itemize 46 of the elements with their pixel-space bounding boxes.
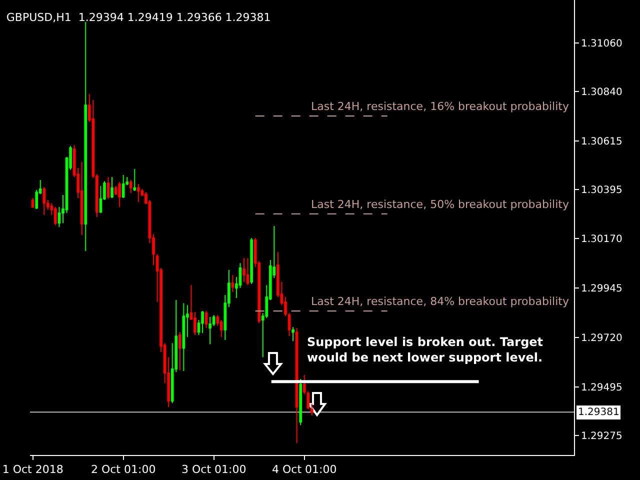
candlestick <box>84 21 88 252</box>
y-tick-label: 1.30395 <box>581 184 622 196</box>
x-tick-label: 2 Oct 01:00 <box>90 463 156 476</box>
series-label: Last 24H, resistance, 50% breakout probability <box>311 198 570 211</box>
candlestick <box>122 174 125 199</box>
candlestick <box>118 182 121 208</box>
candlestick <box>250 238 253 284</box>
candlestick <box>292 326 294 342</box>
y-tick-label: 1.29720 <box>581 333 622 344</box>
candlestick <box>129 180 132 194</box>
y-tick-label: 1.30615 <box>581 136 622 148</box>
x-tick-label: 3 Oct 01:00 <box>181 463 246 476</box>
candlestick <box>137 183 140 202</box>
y-tick-label: 1.29495 <box>581 382 622 394</box>
series-label: Last 24H, resistance, 84% breakout probability <box>311 295 570 308</box>
candlestick <box>242 258 246 283</box>
candlestick <box>110 176 114 199</box>
candlestick <box>99 185 102 214</box>
y-tick-label: 1.30170 <box>581 234 622 246</box>
candlestick <box>288 312 291 337</box>
y-tick-label: 1.29945 <box>581 284 622 295</box>
candlestick <box>106 176 110 200</box>
candlestick <box>295 327 298 444</box>
candlestick <box>178 332 182 371</box>
y-tick-label: 1.29275 <box>581 430 622 442</box>
candlestick <box>182 302 186 372</box>
series-label: Last 24H, resistance, 16% breakout probability <box>311 100 570 113</box>
candlestick <box>246 258 250 286</box>
y-tick-label: 1.31060 <box>581 38 622 50</box>
candlestick <box>204 310 208 328</box>
candlestick <box>299 378 302 426</box>
candlestick <box>310 403 314 416</box>
candlestick <box>201 310 204 334</box>
candlestick <box>208 316 212 345</box>
y-tick-label: 1.30840 <box>581 86 622 98</box>
candlestick <box>42 186 46 216</box>
ref-line-label: 1.29381 <box>578 407 620 418</box>
candlestick <box>80 162 84 236</box>
candlestick <box>231 274 234 293</box>
x-tick-label: 4 Oct 01:00 <box>272 463 337 476</box>
annotation: Support level is broken out. Target would be next lower support level. <box>307 335 544 365</box>
candlestick <box>54 206 57 226</box>
x-tick-label: 1 Oct 2018 <box>2 463 64 476</box>
text: GBPUSD,H1 1.29394 1.29419 1.29366 1.29381 <box>6 10 271 24</box>
candlestick <box>133 168 136 192</box>
candlestick <box>31 198 34 208</box>
